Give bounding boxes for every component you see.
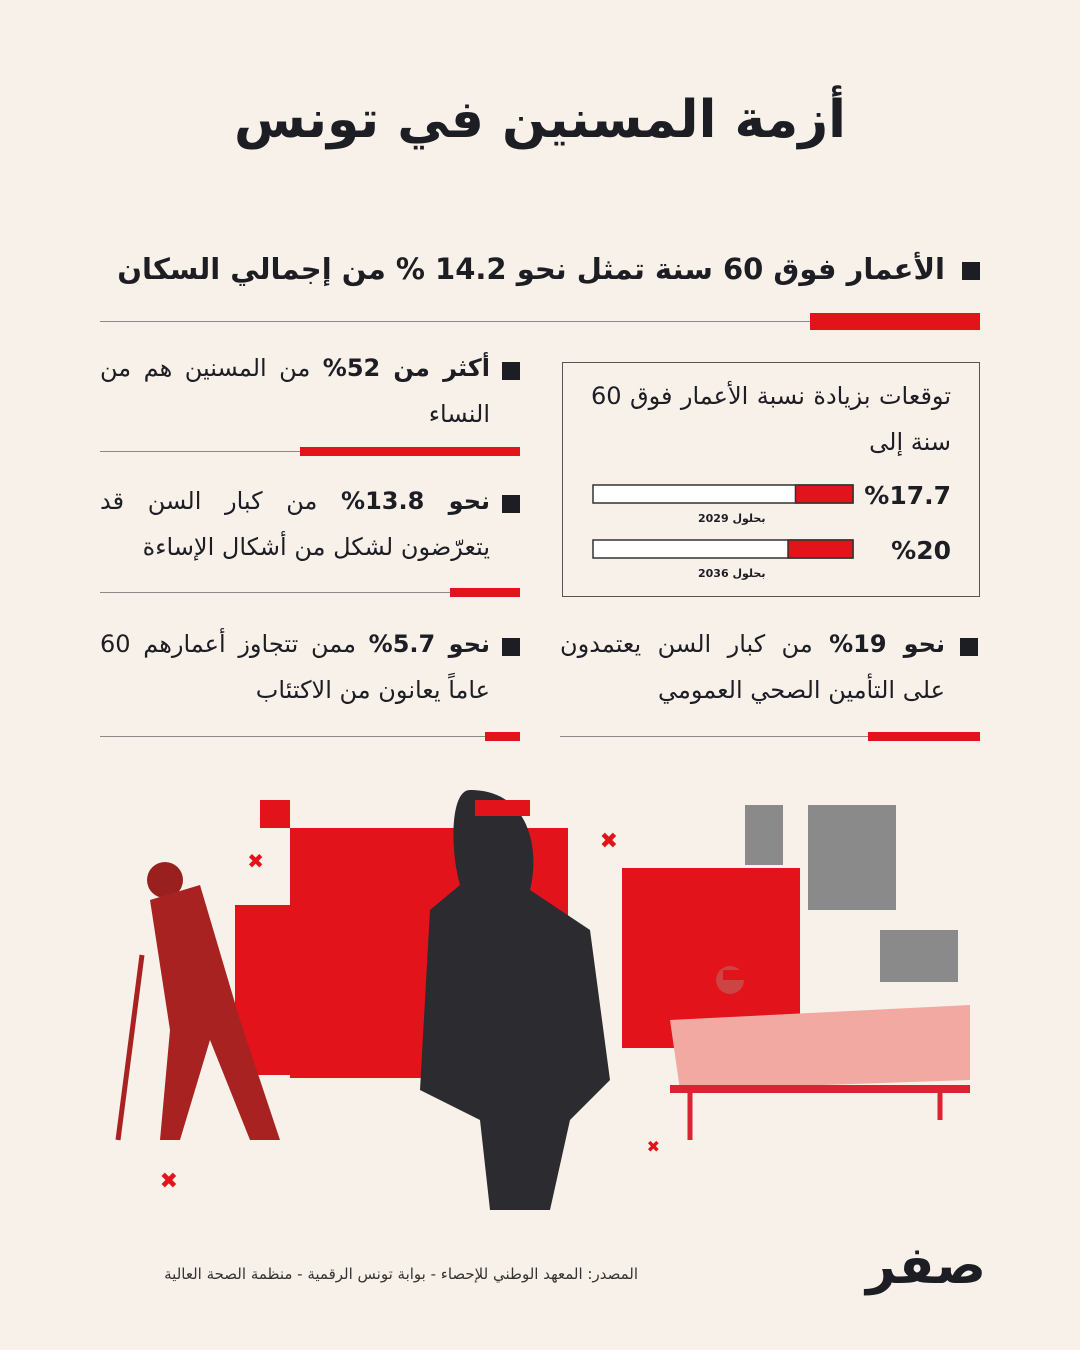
deco: ✖ [600, 829, 618, 854]
rule-accent [450, 588, 520, 597]
deco: ✖ [247, 849, 264, 873]
bar-date: بحلول 2036 [698, 567, 765, 580]
stat: نحو 5.7% ممن تتجاوز أعمارهم 60 عاماً يعا… [100, 621, 490, 713]
bar-label: %20 [891, 536, 951, 565]
source: المصدر: المعهد الوطني للإحصاء - بوابة تو… [164, 1265, 638, 1283]
bullet [502, 495, 520, 513]
bar-date: بحلول 2029 [698, 512, 765, 525]
stat: نحو 13.8% من كبار السن قد يتعرّضون لشكل … [100, 478, 490, 570]
stat-lead: نحو 5.7% [368, 630, 490, 658]
stat-text: من المسنين هم من النساء [100, 354, 490, 428]
stat: نحو 19% من كبار السن يعتمدون على التأمين… [560, 621, 945, 713]
headline: الأعمار فوق 60 سنة تمثل نحو 14.2 % من إج… [117, 252, 945, 286]
rule [100, 592, 520, 593]
stat-lead: أكثر من 52% [322, 354, 490, 382]
deco: ✖ [160, 1169, 178, 1194]
rule-accent [485, 732, 520, 741]
bar-label: %17.7 [864, 481, 951, 510]
man-walking [115, 862, 280, 1141]
hospital-bed [670, 966, 970, 1140]
bullet [962, 262, 980, 280]
rule-accent [810, 313, 980, 330]
stat-text: من كبار السن يعتمدون على التأمين الصحي ا… [560, 630, 945, 704]
stat-lead: نحو 13.8% [341, 487, 491, 515]
bullet [960, 638, 978, 656]
stat-text: من كبار السن قد يتعرّضون لشكل من أشكال ا… [100, 487, 490, 561]
illustration: ✖ ✖ ✖ ✖ [115, 790, 970, 1210]
stat-lead: نحو 19% [829, 630, 945, 658]
deco [260, 800, 290, 828]
bar [794, 484, 854, 504]
deco: ✖ [647, 1137, 660, 1156]
photos [745, 805, 958, 982]
rule-accent [300, 447, 520, 456]
logo: صفر [866, 1236, 987, 1296]
bar [787, 539, 854, 559]
bullet [502, 362, 520, 380]
title: أزمة المسنين في تونس [234, 90, 846, 150]
woman-sitting [420, 790, 610, 1210]
rule [100, 321, 980, 322]
rule [560, 736, 980, 737]
rule [100, 736, 520, 737]
stat: أكثر من 52% من المسنين هم من النساء [100, 345, 490, 437]
forecast-bars: %17.7 بحلول 2029 %20 بحلول 2036 [592, 481, 951, 580]
forecast-box: توقعات بزيادة نسبة الأعمار فوق 60 سنة إل… [562, 362, 980, 597]
bullet [502, 638, 520, 656]
rule-accent [868, 732, 980, 741]
stat-text: ممن تتجاوز أعمارهم 60 عاماً يعانون من ال… [100, 630, 490, 704]
forecast-heading: توقعات بزيادة نسبة الأعمار فوق 60 سنة إل… [591, 382, 951, 456]
